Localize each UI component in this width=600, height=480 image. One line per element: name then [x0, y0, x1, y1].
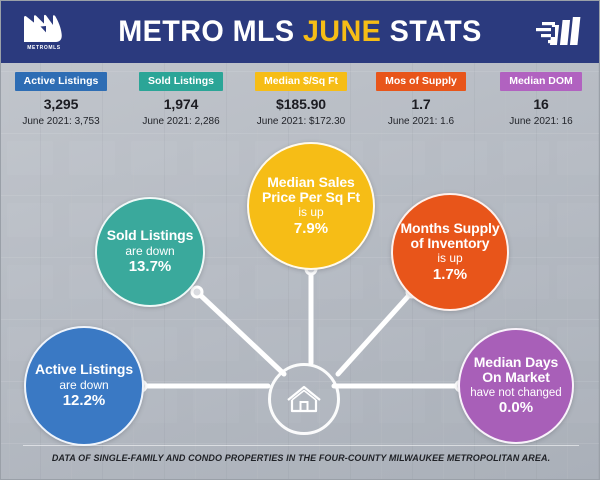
footer-note: DATA OF SINGLE-FAMILY AND CONDO PROPERTI… [51, 453, 551, 463]
stat-value-median-dom: 16 [533, 96, 549, 112]
bubble-percent: 0.0% [498, 399, 534, 417]
stat-previous-median-dom: June 2021: 16 [509, 116, 573, 127]
stat-sold-listings: Sold Listings 1,974 June 2021: 2,286 [121, 71, 241, 131]
stat-median-dom: Median DOM 16 June 2021: 16 [481, 71, 599, 131]
stat-value-median-price-sqft: $185.90 [276, 96, 326, 112]
bubble-subtitle: is up [437, 251, 463, 266]
bubble-title-line1: Sold Listings [106, 227, 194, 244]
stats-summary-row: Active Listings 3,295 June 2021: 3,753 S… [1, 71, 599, 131]
stat-badge-sold-listings: Sold Listings [139, 72, 223, 91]
stat-months-supply: Mos of Supply 1.7 June 2021: 1.6 [361, 71, 481, 131]
footer-divider [23, 445, 579, 446]
stat-badge-months-supply: Mos of Supply [376, 72, 466, 91]
stat-previous-active-listings: June 2021: 3,753 [22, 116, 100, 127]
bubble-months-supply[interactable]: Months Supply of Inventory is up 1.7% [391, 193, 509, 311]
bar-chart-icon-wrap [513, 16, 599, 48]
house-icon [287, 385, 321, 413]
bubble-title-line2: Price Per Sq Ft [261, 188, 361, 205]
bubble-percent: 7.9% [293, 219, 329, 237]
stat-value-active-listings: 3,295 [43, 96, 79, 112]
bubble-subtitle: is up [298, 205, 324, 220]
bubble-percent: 12.2% [62, 392, 106, 410]
bubble-title-line2: On Market [482, 368, 550, 385]
page-title: METRO MLS JUNE STATS [96, 15, 505, 49]
bubble-title-line1: Active Listings [34, 361, 134, 378]
connector-sold-listings [194, 289, 287, 377]
bubble-median-days-on-market[interactable]: Median Days On Market have not changed 0… [458, 328, 574, 444]
stat-badge-median-price-sqft: Median $/Sq Ft [254, 72, 348, 91]
bubble-subtitle: are down [125, 244, 175, 259]
logo-wordmark: METROMLS [27, 44, 61, 51]
stat-previous-sold-listings: June 2021: 2,286 [142, 116, 220, 127]
bubble-title-line1: Months Supply [400, 219, 500, 236]
title-part-1: METRO MLS [118, 15, 303, 48]
header-bar: METROMLS METRO MLS JUNE STATS [1, 1, 599, 63]
bubble-subtitle: are down [59, 378, 109, 393]
bubble-percent: 13.7% [128, 258, 172, 276]
metro-mls-logo-icon [24, 14, 62, 42]
stat-badge-active-listings: Active Listings [14, 72, 108, 91]
stat-badge-median-dom: Median DOM [500, 72, 582, 91]
title-accent-month: JUNE [302, 15, 382, 48]
bubble-title-line1: Median Sales [267, 173, 355, 190]
connector-months-supply [335, 289, 415, 377]
bubble-title-line2: of Inventory [410, 234, 490, 251]
bubble-median-sales-price[interactable]: Median Sales Price Per Sq Ft is up 7.9% [247, 142, 375, 270]
title-part-2: STATS [381, 15, 482, 48]
bar-chart-icon [536, 17, 581, 45]
stat-value-sold-listings: 1,974 [163, 96, 199, 112]
stat-previous-months-supply: June 2021: 1.6 [387, 116, 455, 127]
center-house-node [268, 363, 340, 435]
bubble-title-line1: Median Days [473, 354, 559, 371]
stat-previous-median-price-sqft: June 2021: $172.30 [256, 116, 346, 127]
brand-logo: METROMLS [1, 14, 87, 51]
bubble-subtitle: have not changed [470, 386, 562, 399]
bubble-active-listings[interactable]: Active Listings are down 12.2% [24, 326, 144, 446]
stat-active-listings: Active Listings 3,295 June 2021: 3,753 [1, 71, 121, 131]
stat-value-months-supply: 1.7 [411, 96, 431, 112]
connector-dot-sold-listings [190, 285, 204, 299]
bubble-percent: 1.7% [432, 265, 468, 283]
stat-median-price-sqft: Median $/Sq Ft $185.90 June 2021: $172.3… [241, 71, 361, 131]
bubble-sold-listings[interactable]: Sold Listings are down 13.7% [95, 197, 205, 307]
